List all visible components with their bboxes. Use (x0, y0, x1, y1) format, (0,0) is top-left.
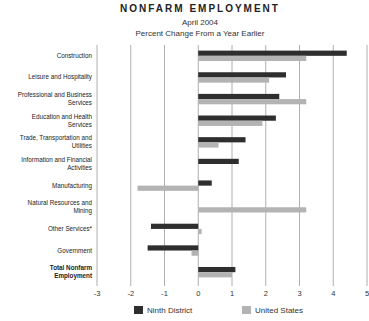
bar (198, 94, 279, 99)
bar (198, 272, 232, 277)
tick-label: 2 (264, 289, 268, 298)
bar (198, 77, 269, 82)
bar (198, 72, 286, 77)
legend-swatch (242, 306, 251, 314)
bar (198, 116, 276, 121)
category-label: Construction (57, 52, 93, 59)
category-label: Total Nonfarm Employment (50, 264, 93, 280)
legend: Ninth District United States (134, 306, 303, 315)
tick-label: -3 (94, 289, 101, 298)
bar (198, 267, 235, 272)
legend-label: United States (255, 306, 303, 315)
grid-line (299, 45, 300, 286)
tick-label: 5 (365, 289, 369, 298)
category-label: Leisure and Hospitality (28, 73, 93, 81)
tick-label: -2 (127, 289, 134, 298)
grid (97, 45, 367, 286)
category-label: Natural Resources and Mining (28, 199, 93, 215)
bars (138, 51, 347, 278)
grid-line (333, 45, 334, 286)
grid-line (97, 45, 98, 286)
grid-line (367, 45, 368, 286)
category-label: Other Services* (48, 225, 93, 232)
bar (198, 229, 201, 234)
bar (198, 202, 199, 207)
bar (198, 99, 306, 104)
category-label: Government (57, 247, 92, 254)
category-label: Manufacturing (52, 182, 92, 190)
bar (198, 142, 218, 147)
title: NONFARM EMPLOYMENT (120, 3, 280, 14)
bar (138, 186, 199, 191)
bar (148, 245, 199, 250)
tick-label: 1 (230, 289, 234, 298)
bar (198, 56, 306, 61)
bar (192, 251, 199, 256)
bar (198, 159, 239, 164)
bar (198, 137, 245, 142)
bar (198, 207, 306, 212)
grid-line (130, 45, 131, 286)
bar (151, 224, 198, 229)
legend-swatch (134, 306, 143, 314)
bar (198, 164, 199, 169)
tick-label: 0 (196, 289, 200, 298)
category-label: Information and Financial Activities (21, 156, 92, 171)
tick-label: -1 (161, 289, 168, 298)
tick-label: 4 (331, 289, 335, 298)
legend-label: Ninth District (147, 306, 193, 315)
bar (198, 121, 262, 126)
tick-label: 3 (297, 289, 301, 298)
bar (198, 180, 212, 185)
category-label: Education and Health Services (32, 113, 93, 128)
subtitle: April 2004 (182, 18, 219, 27)
bar (198, 51, 347, 56)
subtitle: Percent Change From a Year Earlier (136, 29, 265, 38)
category-label: Professional and Business Services (18, 91, 92, 106)
chart: NONFARM EMPLOYMENT April 2004 Percent Chan… (0, 0, 369, 321)
category-label: Trade, Transportation and Utilities (20, 134, 93, 149)
